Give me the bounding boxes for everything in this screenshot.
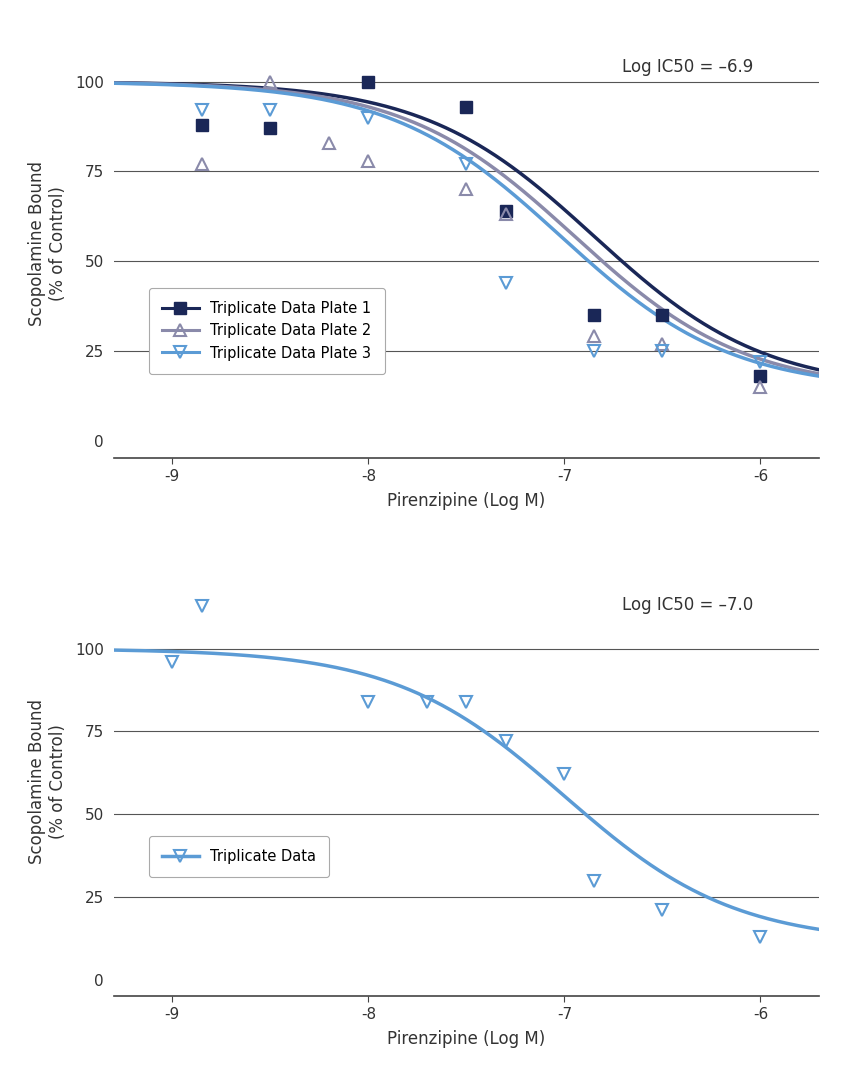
Y-axis label: Scopolamine Bound
(% of Control): Scopolamine Bound (% of Control) — [28, 698, 67, 864]
Y-axis label: Scopolamine Bound
(% of Control): Scopolamine Bound (% of Control) — [28, 160, 67, 326]
X-axis label: Pirenzipine (Log M): Pirenzipine (Log M) — [387, 492, 545, 510]
Legend: Triplicate Data: Triplicate Data — [149, 836, 329, 877]
X-axis label: Pirenzipine (Log M): Pirenzipine (Log M) — [387, 1030, 545, 1048]
Text: Log IC50 = –6.9: Log IC50 = –6.9 — [622, 58, 753, 76]
Legend: Triplicate Data Plate 1, Triplicate Data Plate 2, Triplicate Data Plate 3: Triplicate Data Plate 1, Triplicate Data… — [149, 287, 385, 373]
Text: Log IC50 = –7.0: Log IC50 = –7.0 — [622, 596, 753, 614]
